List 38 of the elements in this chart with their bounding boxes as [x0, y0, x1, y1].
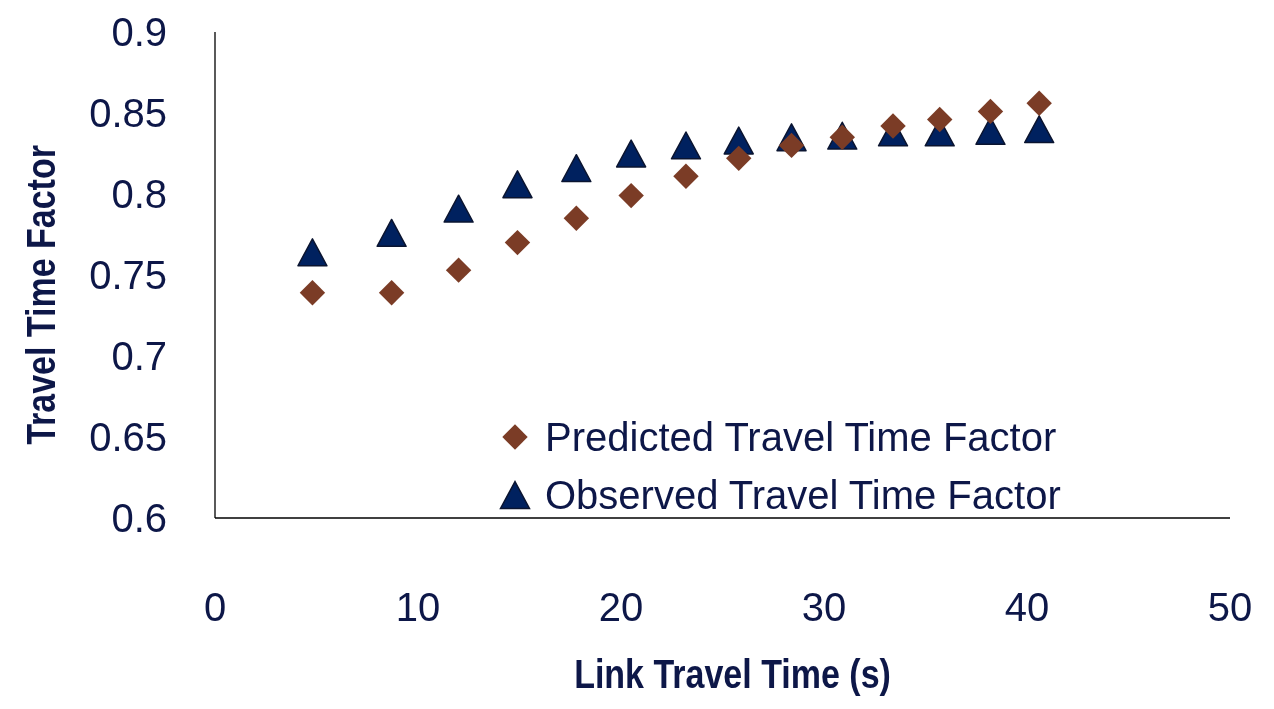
point: [618, 182, 644, 209]
point: [299, 280, 326, 306]
point: [376, 218, 407, 248]
point: [615, 139, 647, 168]
point: [673, 163, 699, 189]
y-axis-title: Travel Time Factor: [18, 145, 64, 445]
point: [1023, 115, 1055, 144]
y-tick-label: 0.7: [111, 334, 167, 378]
point: [670, 131, 702, 160]
x-axis-title: Link Travel Time (s): [574, 651, 891, 697]
y-tick-label: 0.8: [111, 172, 167, 216]
x-tick-label: 40: [1004, 585, 1050, 629]
point: [977, 98, 1004, 125]
y-tick-label: 0.75: [89, 253, 167, 297]
point: [880, 113, 906, 139]
legend-label: Observed Travel Time Factor: [545, 473, 1061, 517]
legend-label: Predicted Travel Time Factor: [545, 415, 1057, 459]
point: [563, 205, 590, 232]
point: [378, 280, 405, 306]
point: [927, 106, 953, 133]
y-tick-label: 0.85: [89, 91, 167, 135]
point: [726, 145, 752, 172]
point: [778, 132, 805, 159]
x-tick-label: 50: [1207, 585, 1253, 629]
point: [504, 229, 531, 256]
point: [297, 238, 328, 267]
point: [443, 194, 474, 223]
point: [502, 170, 533, 199]
point: [445, 257, 472, 283]
y-tick-label: 0.9: [111, 10, 167, 54]
x-tick-label: 30: [801, 585, 847, 629]
y-tick-label: 0.6: [111, 496, 167, 540]
point: [561, 153, 592, 183]
x-tick-label: 10: [395, 585, 441, 629]
x-tick-label: 20: [598, 585, 644, 629]
point: [1026, 90, 1052, 116]
y-tick-label: 0.65: [89, 415, 167, 459]
x-tick-label: 0: [203, 585, 227, 629]
